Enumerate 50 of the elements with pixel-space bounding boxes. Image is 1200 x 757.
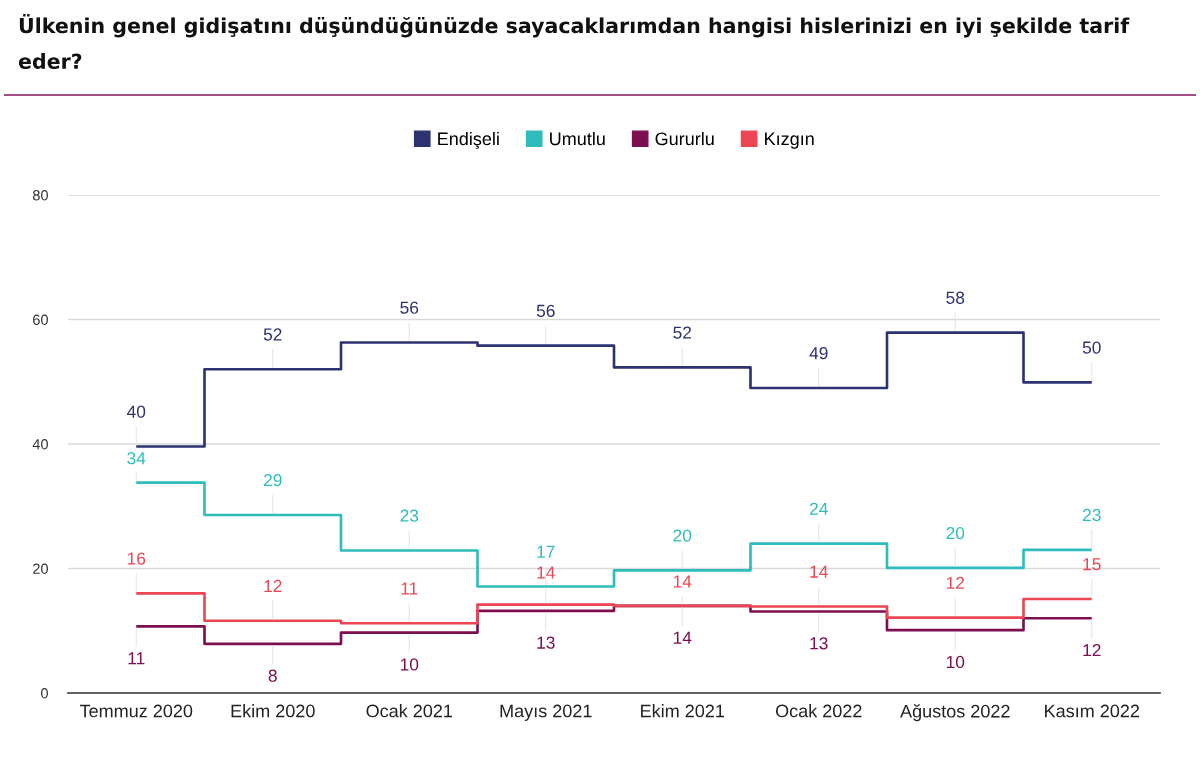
y-tick-label: 0	[41, 688, 48, 699]
data-label: 16	[127, 552, 146, 565]
data-label: 56	[400, 301, 419, 314]
data-label: 50	[1082, 341, 1101, 354]
data-label: 34	[127, 452, 146, 465]
data-label: 12	[1083, 644, 1101, 657]
data-label: 52	[673, 326, 692, 339]
legend-label: Endişeli	[438, 131, 499, 149]
data-label: 56	[536, 304, 555, 317]
data-label: 23	[1082, 508, 1101, 522]
legend-label: Gururlu	[655, 131, 714, 146]
data-label: 10	[400, 658, 419, 671]
x-tick-label: Ekim 2021	[641, 704, 725, 718]
data-label: 10	[946, 655, 965, 669]
x-tick-label: Ocak 2022	[775, 704, 862, 718]
data-label: 8	[268, 669, 277, 682]
data-label: 14	[537, 566, 555, 579]
x-tick-label: Temmuz 2020	[79, 704, 193, 718]
data-label: 14	[673, 575, 692, 588]
x-tick-label: Ocak 2021	[366, 704, 453, 718]
data-label: 17	[537, 545, 555, 558]
data-label: 20	[946, 526, 965, 540]
data-label: 12	[946, 576, 965, 589]
data-label: 24	[809, 502, 828, 515]
chart-title: Ülkenin genel gidişatını düşündüğünüzde sayacaklarımdan hangisi hislerinizi en iyi şekilde tarif eder?	[18, 14, 1130, 69]
data-label: 14	[810, 565, 828, 578]
data-label: 13	[537, 636, 555, 649]
data-label: 15	[1083, 558, 1101, 571]
data-label: 58	[946, 291, 965, 304]
data-label: 11	[401, 582, 418, 595]
data-label: 12	[264, 579, 282, 592]
data-label: 14	[673, 631, 692, 644]
y-tick-label: 80	[32, 190, 48, 201]
legend-label: Kızgın	[765, 132, 814, 149]
data-label: 13	[810, 637, 828, 650]
data-label: 40	[126, 405, 146, 418]
y-tick-label: 60	[33, 314, 48, 325]
y-tick-label: 40	[32, 439, 48, 450]
data-label: 29	[263, 474, 282, 487]
legend-label: Umutlu	[550, 131, 605, 146]
x-tick-label: Kasım 2022	[1045, 704, 1140, 718]
x-tick-label: Ağustos 2022	[900, 704, 1010, 722]
data-label: 11	[128, 652, 145, 665]
data-label: 49	[809, 347, 828, 360]
data-label: 52	[263, 328, 282, 341]
x-tick-label: Ekim 2020	[231, 704, 315, 718]
y-tick-label: 20	[33, 563, 48, 574]
data-label: 20	[673, 529, 692, 542]
data-label: 23	[400, 509, 419, 522]
x-tick-label: Mayıs 2021	[500, 704, 592, 721]
